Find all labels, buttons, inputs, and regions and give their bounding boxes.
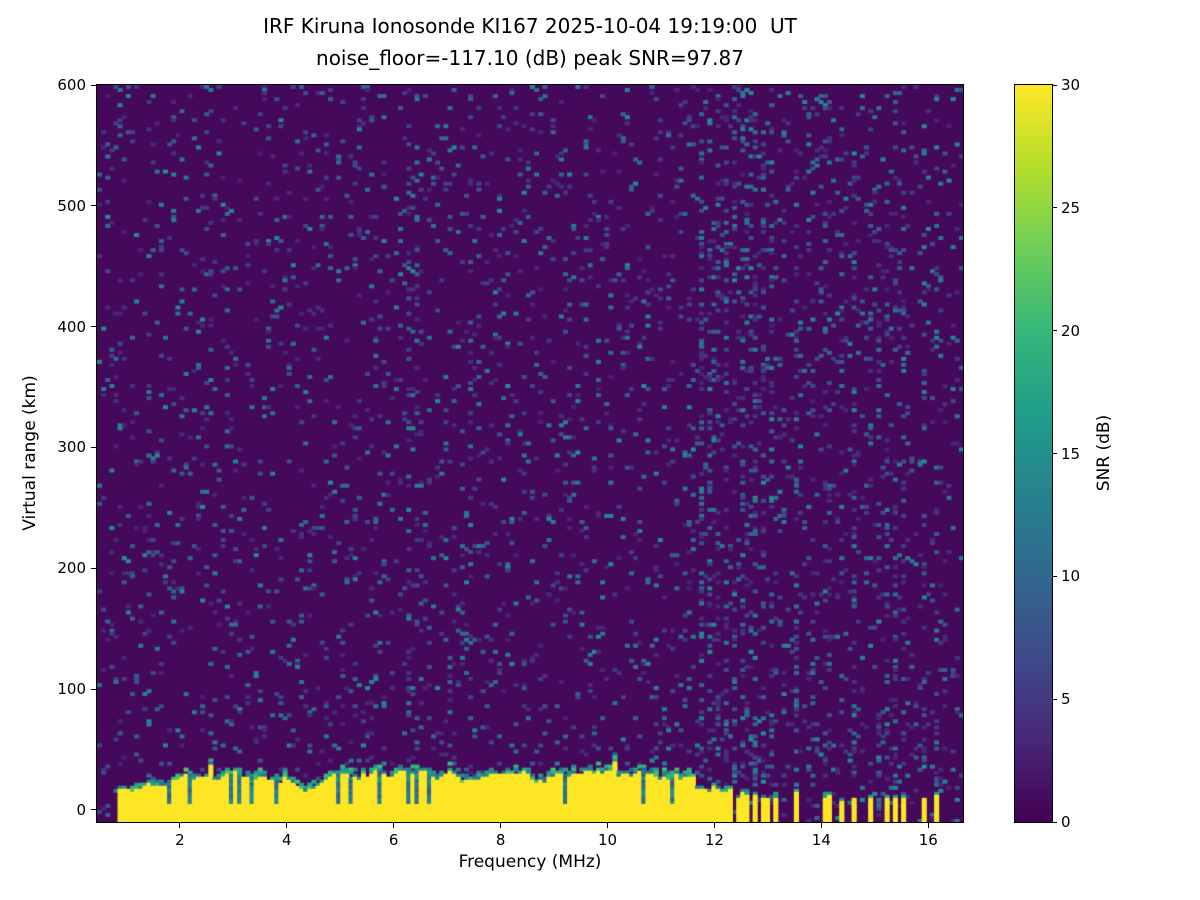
y-tick-mark bbox=[91, 84, 96, 86]
chart-title: IRF Kiruna Ionosonde KI167 2025-10-04 19… bbox=[263, 14, 797, 38]
x-axis-label: Frequency (MHz) bbox=[458, 852, 602, 872]
x-tick-label: 14 bbox=[811, 831, 831, 849]
plot-area bbox=[96, 84, 964, 823]
y-tick-mark bbox=[91, 809, 96, 811]
x-tick-label: 4 bbox=[281, 831, 292, 849]
colorbar-tick-label: 10 bbox=[1061, 567, 1081, 586]
x-tick-mark bbox=[713, 823, 715, 828]
colorbar-tick-mark bbox=[1052, 821, 1057, 823]
colorbar-tick-label: 20 bbox=[1061, 321, 1081, 340]
x-tick-label: 6 bbox=[388, 831, 399, 849]
colorbar-tick-label: 5 bbox=[1061, 690, 1071, 709]
x-tick-label: 10 bbox=[597, 831, 618, 849]
y-tick-label: 300 bbox=[57, 438, 86, 457]
x-tick-mark bbox=[500, 823, 502, 828]
x-tick-mark bbox=[179, 823, 181, 828]
colorbar-tick-mark bbox=[1052, 698, 1057, 700]
x-tick-mark bbox=[927, 823, 929, 828]
y-tick-mark bbox=[91, 688, 96, 690]
colorbar-canvas bbox=[1015, 85, 1052, 822]
ionogram-heatmap-canvas bbox=[97, 85, 963, 822]
x-tick-label: 8 bbox=[495, 831, 506, 849]
y-tick-label: 500 bbox=[57, 196, 86, 215]
y-tick-label: 200 bbox=[57, 559, 86, 578]
y-tick-label: 400 bbox=[57, 317, 86, 336]
chart-subtitle: noise_floor=-117.10 (dB) peak SNR=97.87 bbox=[316, 46, 744, 70]
y-tick-mark bbox=[91, 567, 96, 569]
colorbar-tick-label: 15 bbox=[1061, 444, 1081, 463]
y-tick-label: 100 bbox=[57, 680, 86, 699]
x-tick-mark bbox=[607, 823, 608, 828]
x-tick-label: 2 bbox=[175, 831, 185, 849]
y-tick-mark bbox=[91, 446, 96, 448]
colorbar bbox=[1014, 84, 1053, 823]
y-tick-mark bbox=[91, 326, 96, 328]
colorbar-tick-label: 30 bbox=[1061, 76, 1081, 94]
x-tick-mark bbox=[820, 823, 822, 828]
colorbar-tick-mark bbox=[1052, 84, 1057, 86]
colorbar-tick-mark bbox=[1052, 453, 1057, 454]
y-tick-mark bbox=[91, 205, 96, 207]
y-tick-label: 600 bbox=[57, 76, 86, 94]
colorbar-tick-label: 0 bbox=[1061, 813, 1071, 831]
x-tick-label: 16 bbox=[918, 831, 938, 849]
colorbar-tick-mark bbox=[1052, 330, 1057, 332]
colorbar-tick-mark bbox=[1052, 207, 1057, 209]
y-tick-label: 0 bbox=[76, 800, 86, 819]
colorbar-tick-mark bbox=[1052, 575, 1057, 577]
x-tick-mark bbox=[286, 823, 288, 828]
colorbar-tick-label: 25 bbox=[1061, 198, 1081, 217]
x-tick-mark bbox=[393, 823, 395, 828]
x-tick-label: 12 bbox=[704, 831, 724, 849]
